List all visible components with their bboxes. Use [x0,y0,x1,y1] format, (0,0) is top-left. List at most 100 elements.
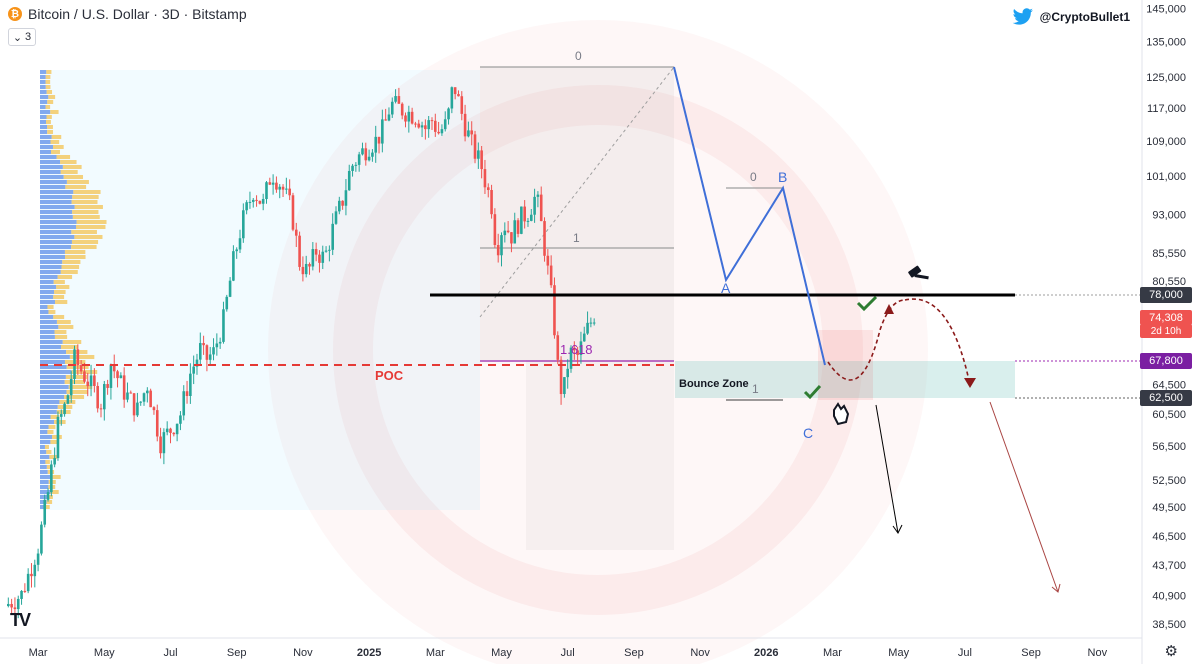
x-tick-label: Jul [163,647,177,659]
volume-bar-buy [40,380,65,384]
volume-bar-sell [47,130,54,134]
volume-bar-buy [40,145,54,149]
check-icon-upper [856,295,878,312]
candle-body [321,251,325,263]
projection-arrowhead [964,378,976,388]
candle-body [447,108,450,120]
candle-body [152,407,156,411]
volume-bar-sell [46,465,53,469]
volume-bar-sell [45,505,50,509]
volume-bar-sell [73,190,101,194]
volume-bar-buy [40,150,51,154]
x-tick-label: Mar [823,647,842,659]
volume-bar-buy [40,255,66,259]
volume-bar-buy [40,475,52,479]
volume-bar-buy [40,495,48,499]
candle-body [566,368,569,378]
volume-bar-sell [47,125,53,129]
volume-bar-sell [46,90,53,94]
candle-body [50,464,53,493]
volume-bar-sell [60,170,78,174]
candle-body [334,211,338,224]
candle-body [93,375,96,386]
volume-bar-buy [40,155,57,159]
volume-bar-buy [40,130,48,134]
volume-bar-buy [40,170,61,174]
volume-bar-sell [71,230,97,234]
candle-body [404,115,407,122]
gear-icon[interactable]: ⚙ [1164,643,1178,660]
volume-bar-sell [56,320,71,324]
volume-bar-sell [66,390,89,394]
volume-bar-sell [45,75,51,79]
candle-body [301,266,305,275]
y-tick-label: 56,500 [1152,441,1186,453]
volume-bar-sell [71,245,97,249]
price-badge-resistance: 78,000 [1140,287,1192,303]
x-tick-label: Nov [1088,647,1108,659]
poc-label: POC [375,368,404,383]
volume-bar-sell [63,175,84,179]
candle-body [546,255,550,266]
y-tick-label: 38,500 [1152,619,1186,631]
volume-bar-buy [40,440,51,444]
volume-bar-sell [48,425,56,429]
candle-body [7,603,10,607]
candle-body [271,182,275,185]
interval-toggle[interactable]: ⌄ 3 [8,28,36,46]
x-tick-label: Mar [426,647,445,659]
fib-diagonal [479,66,675,318]
candle-body [397,96,401,104]
candle-body [351,165,354,171]
candle-body [407,111,411,122]
candle-body [218,341,222,344]
volume-bar-sell [50,440,59,444]
volume-bar-buy [40,420,55,424]
candle-body [576,350,579,355]
price-badge-current: 74,308 [1140,310,1192,325]
candle-body [357,154,361,165]
candle-body [83,371,86,382]
volume-bar-sell [46,450,52,454]
candle-body [185,391,189,396]
volume-bar-buy [40,125,48,129]
volume-profile [40,70,107,509]
x-axis-ticks: Mar May Jul Sep Nov 2025 Mar May Jul Sep Nov 2026 Ma… [29,647,1108,659]
y-tick-label: 125,000 [1146,72,1186,84]
volume-bar-sell [60,270,78,274]
candle-body [291,195,295,230]
candle-body [265,182,268,200]
volume-bar-buy [40,100,48,104]
candle-body [414,123,417,125]
volume-bar-buy [40,135,52,139]
candle-body [371,152,374,157]
candle-body [162,432,166,454]
candle-body [109,364,113,388]
volume-bar-buy [40,165,63,169]
candle-body [384,119,387,121]
candle-body [331,223,334,250]
candle-body [13,607,17,610]
x-tick-label: Nov [293,647,313,659]
volume-bar-buy [40,280,54,284]
volume-bar-buy [40,110,51,114]
candles [7,86,596,619]
candle-body [473,134,477,159]
fib-box-major [480,67,674,362]
candle-body [149,390,152,408]
volume-bar-sell [61,265,80,269]
candle-body [179,415,182,424]
candle-body [251,199,255,202]
candle-body [56,416,60,459]
candle-body [308,263,311,267]
candle-body [235,249,238,252]
candle-body [268,182,272,185]
volume-bar-sell [54,290,66,294]
candle-body [86,381,90,387]
candle-body [460,96,464,114]
candle-body [288,188,291,196]
candle-body [222,309,225,342]
y-tick-label: 40,900 [1152,591,1186,603]
watermark-ring [333,85,863,615]
volume-bar-sell [47,430,54,434]
